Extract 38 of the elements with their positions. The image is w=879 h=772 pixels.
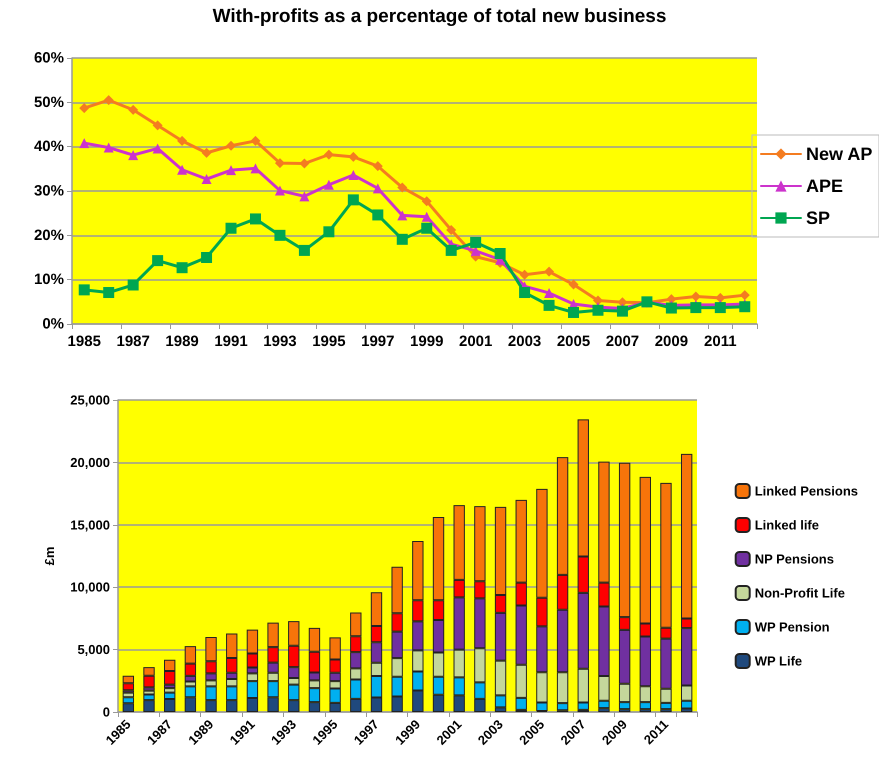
y-tick-label: 5,000 xyxy=(77,642,110,658)
x-tick-label: 1991 xyxy=(214,333,248,350)
x-tick-label: 2003 xyxy=(508,333,542,350)
x-tick-label: 1993 xyxy=(263,333,297,350)
y-tick-label: 0% xyxy=(42,316,64,332)
legend-label: New AP xyxy=(806,144,872,164)
y-tick-label: 60% xyxy=(34,50,64,66)
x-tick-label: 2007 xyxy=(606,333,640,350)
legend-label: WP Pension xyxy=(754,620,830,634)
legend-label: APE xyxy=(806,176,843,196)
y-tick-label: 15,000 xyxy=(70,517,110,532)
y-tick-label: 50% xyxy=(34,94,64,111)
y-tick-label: 10% xyxy=(34,271,64,288)
x-tick-label: 2001 xyxy=(458,333,492,350)
chart-title: With-profits as a percentage of total new business xyxy=(212,6,666,27)
x-tick-label: 2009 xyxy=(654,333,688,350)
legend-label: Linked Pensions xyxy=(754,484,858,498)
x-tick-label: 1989 xyxy=(165,333,199,350)
legend-label: SP xyxy=(806,208,830,228)
y-tick-label: 20% xyxy=(34,226,64,244)
y-tick-label: 0 xyxy=(102,704,110,720)
y-tick-label: 25,000 xyxy=(70,392,110,408)
x-tick-label: 1995 xyxy=(312,333,346,350)
y-axis-title: £m xyxy=(42,546,57,566)
x-tick-label: 1985 xyxy=(68,333,101,350)
x-tick-label: 2011 xyxy=(704,333,737,350)
legend-label: WP Life xyxy=(754,654,802,668)
x-tick-label: 1987 xyxy=(116,333,150,350)
y-tick-label: 10,000 xyxy=(70,580,110,595)
y-tick-label: 40% xyxy=(34,138,64,156)
x-tick-label: 2005 xyxy=(556,333,590,350)
legend-label: Non-Profit Life xyxy=(754,586,845,600)
x-tick-label: 1997 xyxy=(361,333,394,350)
legend-label: Linked life xyxy=(754,518,819,532)
y-tick-label: 30% xyxy=(34,182,64,200)
x-tick-label: 1999 xyxy=(410,333,444,350)
legend-label: NP Pensions xyxy=(754,552,834,566)
y-tick-label: 20,000 xyxy=(70,454,110,470)
